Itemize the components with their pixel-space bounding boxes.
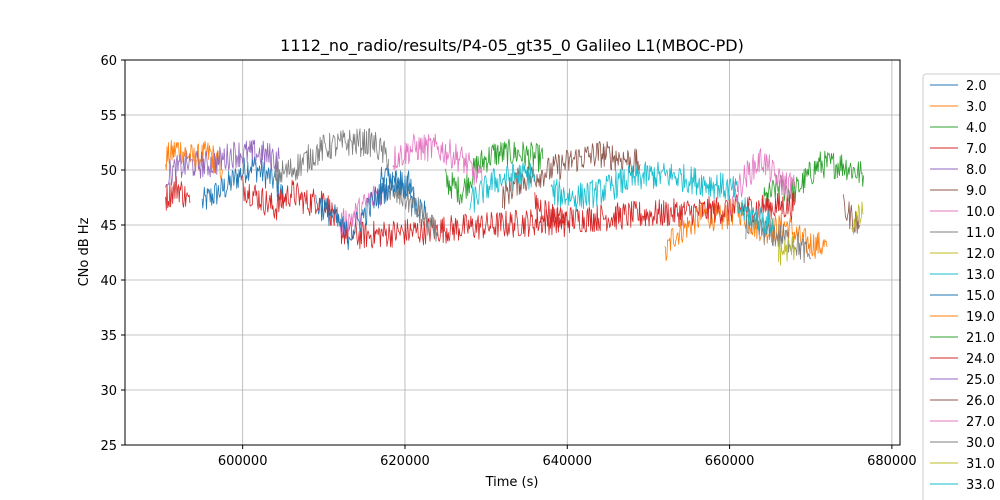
series-line <box>445 138 544 205</box>
series-line <box>274 128 390 185</box>
series-line <box>165 139 223 180</box>
legend-entry: 11.0 <box>966 226 995 241</box>
legend-entry: 10.0 <box>966 205 995 220</box>
legend-entry: 27.0 <box>966 415 995 430</box>
legend-entry: 31.0 <box>966 457 995 472</box>
legend-box <box>922 73 1000 500</box>
legend-entry: 21.0 <box>966 331 995 346</box>
y-tick-label: 35 <box>100 329 117 344</box>
series-line <box>851 201 864 235</box>
series-10.0 <box>339 133 795 236</box>
series-line <box>201 156 284 210</box>
legend-entry: 7.0 <box>966 142 987 157</box>
x-tick-label: 600000 <box>218 454 268 469</box>
legend-entry: 4.0 <box>966 121 987 136</box>
legend-entry: 26.0 <box>966 394 995 409</box>
series-13.0 <box>469 161 775 235</box>
y-tick-label: 50 <box>100 164 117 179</box>
y-tick-label: 25 <box>100 439 117 454</box>
y-axis-ticks: 25 30 35 40 45 50 55 60 <box>100 54 125 454</box>
y-tick-label: 55 <box>100 109 117 124</box>
legend-entry: 12.0 <box>966 247 995 262</box>
series-line <box>339 182 389 236</box>
legend-entry: 13.0 <box>966 268 995 283</box>
series-line <box>550 161 739 212</box>
x-tick-label: 660000 <box>705 454 755 469</box>
legend-entry: 33.0 <box>966 478 995 493</box>
chart-title: 1112_no_radio/results/P4-05_gt35_0 Galil… <box>280 36 744 56</box>
legend-entry: 2.0 <box>966 79 987 94</box>
legend: 2.0 3.0 4.0 7.0 8.0 9.0 10.0 11.0 12.0 13.0 15.0 19… <box>922 73 1000 500</box>
series-line <box>502 141 641 210</box>
series-line <box>165 139 280 188</box>
legend-entry: 30.0 <box>966 436 995 451</box>
legend-entry: 25.0 <box>966 373 995 388</box>
series-line <box>315 170 414 251</box>
x-tick-label: 620000 <box>380 454 430 469</box>
y-tick-label: 30 <box>100 384 117 399</box>
series-line <box>388 181 438 242</box>
x-axis-ticks: 600000 620000 640000 660000 680000 <box>218 445 917 469</box>
series-line <box>737 196 775 235</box>
series-line <box>729 148 795 216</box>
series-8.0 <box>165 139 280 188</box>
y-tick-label: 45 <box>100 219 117 234</box>
series-12.0 <box>777 201 864 266</box>
series-line <box>165 176 191 211</box>
legend-entry: 8.0 <box>966 163 987 178</box>
series-group <box>165 128 864 266</box>
series-11.0 <box>274 128 812 264</box>
plot-frame <box>124 59 901 446</box>
series-line <box>534 192 568 238</box>
x-tick-label: 640000 <box>542 454 592 469</box>
legend-entry: 9.0 <box>966 184 987 199</box>
x-tick-label: 680000 <box>867 454 917 469</box>
series-line <box>469 162 536 213</box>
series-line <box>392 133 483 186</box>
y-axis-label: CNo dB Hz <box>77 217 92 286</box>
series-line <box>842 194 860 234</box>
legend-entry: 24.0 <box>966 352 995 367</box>
x-axis-label: Time (s) <box>485 475 539 490</box>
y-tick-label: 60 <box>100 54 117 69</box>
legend-entry: 15.0 <box>966 289 995 304</box>
series-15.0 <box>315 170 414 251</box>
legend-entry: 19.0 <box>966 310 995 325</box>
series-9.0 <box>502 141 860 234</box>
y-tick-label: 40 <box>100 274 117 289</box>
legend-entry: 3.0 <box>966 100 987 115</box>
series-line <box>777 235 795 266</box>
